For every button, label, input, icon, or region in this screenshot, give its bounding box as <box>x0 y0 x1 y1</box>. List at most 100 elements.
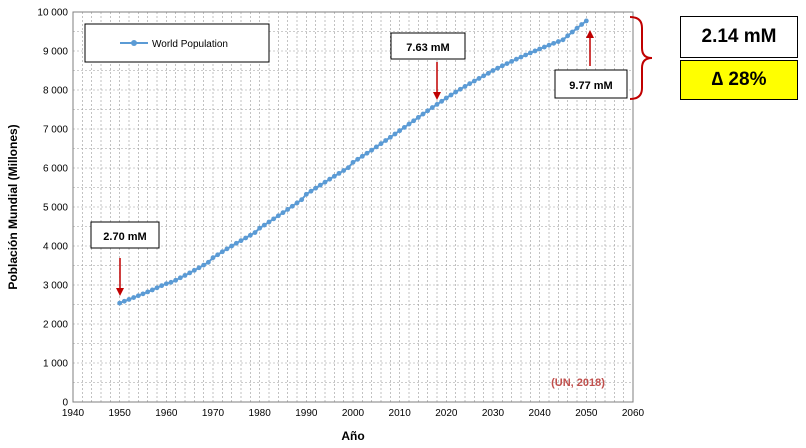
data-point <box>173 277 179 283</box>
legend: World Population <box>84 23 270 63</box>
data-point <box>569 29 575 35</box>
data-point <box>565 33 571 39</box>
data-point <box>196 265 202 271</box>
data-point <box>532 48 538 54</box>
grid <box>72 11 634 403</box>
data-point <box>401 125 407 130</box>
data-point <box>387 134 393 140</box>
data-point <box>527 50 533 56</box>
x-tick-label: 1960 <box>155 408 178 419</box>
data-point <box>145 289 151 295</box>
legend-entry: World Population <box>152 39 228 50</box>
data-point <box>373 144 379 150</box>
data-point <box>523 52 529 58</box>
data-point <box>350 159 356 165</box>
data-point <box>490 68 496 73</box>
data-point <box>341 168 347 173</box>
annotation-label-2018: 7.63 mM <box>406 42 449 54</box>
delta-summary-box: ∆ 28% <box>680 60 798 100</box>
data-point <box>560 37 566 43</box>
data-point <box>187 270 193 276</box>
data-point <box>551 40 557 46</box>
x-tick-label: 2060 <box>622 408 645 419</box>
data-point <box>415 115 421 120</box>
data-point <box>579 22 585 27</box>
data-point <box>476 76 482 81</box>
data-point <box>159 283 165 289</box>
data-point <box>154 285 160 291</box>
data-point <box>215 252 221 258</box>
x-tick-label: 2020 <box>435 408 458 419</box>
data-point <box>509 58 515 64</box>
data-point <box>219 249 225 255</box>
data-point <box>369 147 375 153</box>
data-point <box>583 18 589 24</box>
data-point <box>504 61 510 66</box>
data-point <box>327 176 333 182</box>
data-points <box>117 18 589 306</box>
x-tick-label: 1980 <box>249 408 272 419</box>
annotation-label-1950: 2.70 mM <box>103 231 146 243</box>
plot-frame <box>72 11 634 403</box>
y-tick-label: 8 000 <box>43 86 68 97</box>
data-point <box>247 232 253 238</box>
data-point <box>168 279 174 285</box>
annotation-2050: 9.77 mM <box>554 30 628 99</box>
data-point <box>303 191 309 197</box>
x-tick-label: 1990 <box>295 408 318 419</box>
delta-summary-value: ∆ 28% <box>711 69 767 90</box>
data-point <box>443 95 449 101</box>
curly-bracket <box>629 16 653 100</box>
data-point <box>261 222 267 228</box>
data-point <box>140 291 146 297</box>
data-point <box>177 275 183 281</box>
data-point <box>201 262 207 268</box>
data-point <box>126 296 132 302</box>
annotation-arrowhead-1950 <box>116 288 124 296</box>
data-point <box>275 213 281 219</box>
annotation-1950: 2.70 mM <box>90 221 160 296</box>
data-point <box>495 65 501 71</box>
annotation-2018: 7.63 mM <box>390 32 466 100</box>
data-point <box>359 153 365 159</box>
x-tick-label: 1950 <box>109 408 132 419</box>
data-point <box>453 89 459 95</box>
data-point <box>537 46 543 52</box>
data-point <box>383 138 389 143</box>
x-tick-label: 2040 <box>529 408 552 419</box>
data-point <box>406 121 412 127</box>
data-point <box>513 56 519 62</box>
data-point <box>131 295 137 300</box>
data-point <box>149 287 155 293</box>
total-summary-box: 2.14 mM <box>680 16 798 58</box>
data-point <box>345 165 351 171</box>
data-point <box>331 173 337 179</box>
x-tick-label: 2050 <box>575 408 598 419</box>
data-point <box>420 111 426 117</box>
data-point <box>289 203 295 209</box>
data-point <box>271 216 277 222</box>
x-axis-ticks: 1940 1950 1960 1970 1980 1990 2000 2010 2020 2030… <box>62 408 645 419</box>
x-tick-label: 1940 <box>62 408 85 419</box>
data-point <box>467 81 473 87</box>
total-summary-value: 2.14 mM <box>701 26 777 47</box>
data-point <box>224 246 230 252</box>
data-point <box>191 267 197 273</box>
data-point <box>439 98 445 104</box>
data-point <box>238 238 244 244</box>
data-point <box>546 42 552 48</box>
data-point <box>518 54 524 60</box>
data-point <box>257 225 263 231</box>
data-point <box>121 298 127 304</box>
data-point <box>541 44 547 50</box>
data-point <box>243 235 249 241</box>
data-point <box>266 219 272 225</box>
y-tick-label: 3 000 <box>43 281 68 292</box>
y-tick-label: 1 000 <box>43 359 68 370</box>
source-label: (UN, 2018) <box>551 377 605 389</box>
data-point <box>555 39 561 44</box>
data-point <box>117 300 123 306</box>
y-tick-label: 5 000 <box>43 203 68 214</box>
data-point <box>233 240 239 246</box>
